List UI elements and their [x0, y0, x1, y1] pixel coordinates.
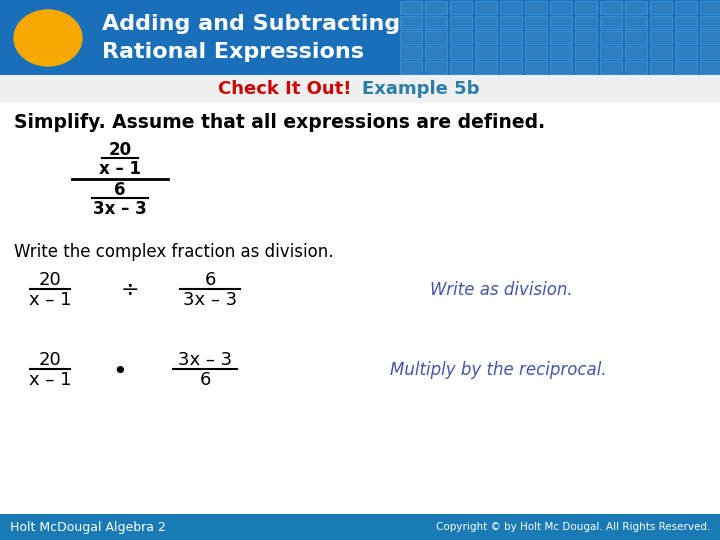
Bar	[500, 1, 522, 14]
Text: Rational Expressions: Rational Expressions	[102, 42, 364, 62]
Bar	[625, 61, 647, 74]
Bar	[425, 16, 447, 29]
Bar	[475, 61, 497, 74]
Bar	[525, 1, 547, 14]
Text: Write as division.: Write as division.	[430, 281, 572, 299]
Bar	[600, 1, 622, 14]
Bar	[700, 16, 720, 29]
Bar	[550, 46, 572, 59]
Text: x – 1: x – 1	[29, 291, 71, 309]
Bar	[675, 16, 697, 29]
Bar	[625, 16, 647, 29]
Text: Check It Out!: Check It Out!	[218, 80, 358, 98]
Bar	[425, 61, 447, 74]
Bar	[425, 46, 447, 59]
Bar	[500, 31, 522, 44]
Text: Copyright © by Holt Mc Dougal. All Rights Reserved.: Copyright © by Holt Mc Dougal. All Right…	[436, 522, 710, 532]
Bar	[700, 1, 720, 14]
Bar	[700, 61, 720, 74]
Bar	[0, 103, 720, 514]
Text: x – 1: x – 1	[29, 371, 71, 389]
Bar	[450, 31, 472, 44]
Bar	[425, 1, 447, 14]
Bar	[550, 31, 572, 44]
Text: 20: 20	[109, 141, 132, 159]
Text: Write the complex fraction as division.: Write the complex fraction as division.	[14, 243, 333, 261]
Bar	[600, 46, 622, 59]
Text: 6: 6	[114, 181, 126, 199]
Bar	[600, 61, 622, 74]
Bar	[675, 46, 697, 59]
Text: ÷: ÷	[121, 279, 139, 299]
Bar	[525, 61, 547, 74]
Text: •: •	[112, 360, 127, 384]
Text: Simplify. Assume that all expressions are defined.: Simplify. Assume that all expressions ar…	[14, 113, 545, 132]
Bar	[450, 61, 472, 74]
Bar	[400, 61, 422, 74]
Bar	[700, 31, 720, 44]
Bar	[400, 46, 422, 59]
Text: Multiply by the reciprocal.: Multiply by the reciprocal.	[390, 361, 607, 379]
Bar	[600, 16, 622, 29]
Bar	[650, 46, 672, 59]
Bar	[625, 31, 647, 44]
Ellipse shape	[14, 10, 82, 66]
Bar	[500, 46, 522, 59]
Bar	[675, 31, 697, 44]
Text: 3x – 3: 3x – 3	[178, 351, 232, 369]
Text: Adding and Subtracting: Adding and Subtracting	[102, 14, 400, 34]
Bar	[575, 1, 597, 14]
Text: 20: 20	[39, 351, 61, 369]
Bar	[525, 31, 547, 44]
Bar	[475, 16, 497, 29]
Bar	[675, 61, 697, 74]
Bar	[400, 16, 422, 29]
Bar	[650, 16, 672, 29]
Bar	[450, 46, 472, 59]
Bar	[400, 31, 422, 44]
Bar	[500, 16, 522, 29]
Bar	[575, 46, 597, 59]
Bar	[425, 31, 447, 44]
Bar	[450, 1, 472, 14]
Bar	[600, 31, 622, 44]
Text: Holt McDougal Algebra 2: Holt McDougal Algebra 2	[10, 521, 166, 534]
Bar	[700, 46, 720, 59]
Bar	[475, 31, 497, 44]
Bar	[475, 1, 497, 14]
Bar	[575, 16, 597, 29]
Bar	[450, 16, 472, 29]
Bar	[575, 61, 597, 74]
Bar	[475, 46, 497, 59]
Bar	[0, 75, 720, 103]
Bar	[0, 0, 720, 75]
Text: 3x – 3: 3x – 3	[183, 291, 237, 309]
Bar	[525, 46, 547, 59]
Bar	[550, 16, 572, 29]
Bar	[550, 1, 572, 14]
Bar	[0, 514, 720, 540]
Bar	[650, 31, 672, 44]
Text: 6: 6	[204, 271, 216, 289]
Bar	[625, 1, 647, 14]
Bar	[550, 61, 572, 74]
Bar	[500, 61, 522, 74]
Bar	[650, 1, 672, 14]
Bar	[400, 1, 422, 14]
Text: Example 5b: Example 5b	[362, 80, 480, 98]
Bar	[575, 31, 597, 44]
Text: 20: 20	[39, 271, 61, 289]
Bar	[625, 46, 647, 59]
Bar	[650, 61, 672, 74]
Text: x – 1: x – 1	[99, 160, 141, 178]
Text: 3x – 3: 3x – 3	[93, 200, 147, 218]
Bar	[675, 1, 697, 14]
Text: 6: 6	[199, 371, 211, 389]
Bar	[525, 16, 547, 29]
